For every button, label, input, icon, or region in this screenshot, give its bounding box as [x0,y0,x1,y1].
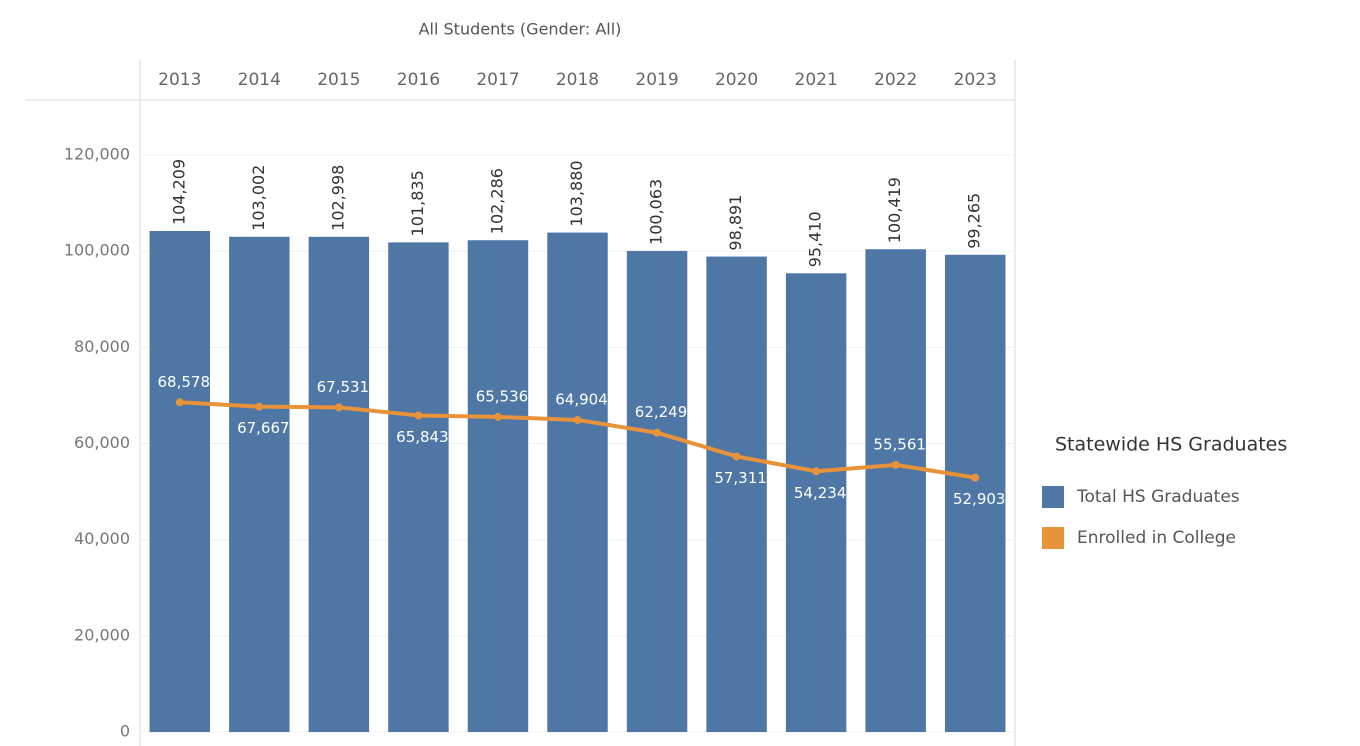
line-value-label: 52,903 [953,490,1006,508]
bar [388,242,449,732]
line-point [414,411,423,420]
line-point [732,452,741,461]
line-point [334,403,343,412]
x-tick-label: 2021 [795,70,838,90]
legend-label: Enrolled in College [1077,528,1236,548]
bar-value-label: 102,998 [328,165,347,231]
bar-value-label: 103,880 [567,160,586,226]
x-tick-label: 2017 [476,70,519,90]
bar [865,249,926,732]
line-point [255,402,264,411]
bar-value-label: 102,286 [487,168,506,234]
line-value-label: 67,667 [237,419,290,437]
bar-value-label: 101,835 [408,170,427,236]
line-value-label: 55,561 [873,435,926,453]
line-value-label: 57,311 [714,469,767,487]
x-tick-label: 2014 [238,70,281,90]
line-value-label: 65,843 [396,428,449,446]
bar [467,240,529,732]
line-value-label: 62,249 [635,403,688,421]
x-tick-label: 2016 [397,70,440,90]
legend-swatch [1042,486,1064,508]
bar-value-label: 100,419 [885,177,904,243]
bar-value-label: 100,063 [647,179,666,245]
line-point [891,460,900,469]
y-tick-label: 100,000 [64,241,130,260]
x-tick-label: 2013 [158,70,201,90]
chart-title: All Students (Gender: All) [419,20,622,39]
line-value-label: 65,536 [476,387,529,405]
y-tick-label: 40,000 [74,529,130,548]
line-point [653,428,662,437]
x-tick-label: 2018 [556,70,599,90]
y-tick-label: 80,000 [74,337,130,356]
bar [149,230,210,733]
line-value-label: 54,234 [794,484,847,502]
x-tick-label: 2015 [317,70,360,90]
bar-value-label: 95,410 [806,211,825,267]
bar [945,254,1006,733]
legend-swatch [1042,527,1064,549]
y-tick-label: 120,000 [64,145,130,164]
line-point [971,473,980,482]
line-value-label: 67,531 [317,378,370,396]
bar-value-label: 103,002 [249,165,268,231]
bar [706,256,767,732]
bar-value-label: 98,891 [726,195,745,251]
line-point [812,467,821,476]
bar [308,236,370,732]
x-tick-label: 2020 [715,70,758,90]
x-tick-label: 2022 [874,70,917,90]
line-value-label: 64,904 [555,390,608,408]
line-point [493,412,502,421]
x-tick-label: 2019 [635,70,678,90]
legend-title: Statewide HS Graduates [1055,434,1287,456]
line-point [175,398,184,407]
y-tick-label: 0 [120,722,130,741]
line-value-label: 68,578 [158,373,211,391]
y-tick-label: 20,000 [74,625,130,644]
y-tick-label: 60,000 [74,433,130,452]
bar [229,236,290,732]
bar [547,232,608,733]
bar-value-label: 104,209 [169,159,188,225]
line-point [573,415,582,424]
x-tick-label: 2023 [954,70,997,90]
bar [626,250,688,732]
bar-value-label: 99,265 [965,193,984,249]
bar [785,273,847,732]
legend-label: Total HS Graduates [1076,487,1240,507]
